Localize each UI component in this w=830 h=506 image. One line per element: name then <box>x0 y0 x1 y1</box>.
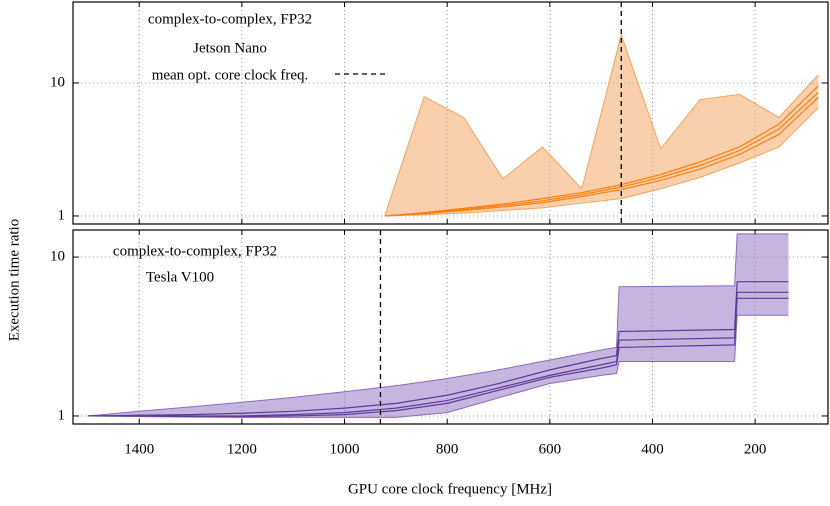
y-tick-label: 1 <box>58 207 66 223</box>
x-tick-label: 1000 <box>330 441 360 457</box>
x-tick-label: 200 <box>744 441 767 457</box>
x-tick-label: 400 <box>641 441 664 457</box>
series-line <box>87 291 789 417</box>
band-area <box>384 34 819 216</box>
panel-text: Tesla V100 <box>146 269 214 285</box>
panel-text: complex-to-complex, FP32 <box>148 11 312 27</box>
legend-label: mean opt. core clock freq. <box>152 67 309 83</box>
y-tick-label: 10 <box>50 74 65 90</box>
x-tick-label: 600 <box>539 441 562 457</box>
band-edge <box>384 33 819 217</box>
series-line <box>87 297 789 418</box>
series-line <box>384 96 819 217</box>
band-area <box>87 233 789 418</box>
x-axis-label: GPU core clock frequency [MHz] <box>348 481 552 497</box>
y-tick-label: 10 <box>50 248 65 264</box>
x-tick-label: 800 <box>436 441 459 457</box>
series-line <box>384 91 819 217</box>
x-tick-label: 1200 <box>227 441 257 457</box>
series-line <box>384 85 819 217</box>
plot-frame <box>72 1 829 225</box>
band-edge <box>384 107 819 217</box>
y-axis-label: Execution time ratio <box>6 219 22 341</box>
panel-text: Jetson Nano <box>193 40 267 56</box>
panel-text: complex-to-complex, FP32 <box>113 243 277 259</box>
y-tick-label: 1 <box>58 407 66 423</box>
x-tick-label: 1400 <box>124 441 154 457</box>
plot-frame <box>72 229 829 425</box>
series-line <box>87 281 789 417</box>
band-edge <box>87 233 789 417</box>
